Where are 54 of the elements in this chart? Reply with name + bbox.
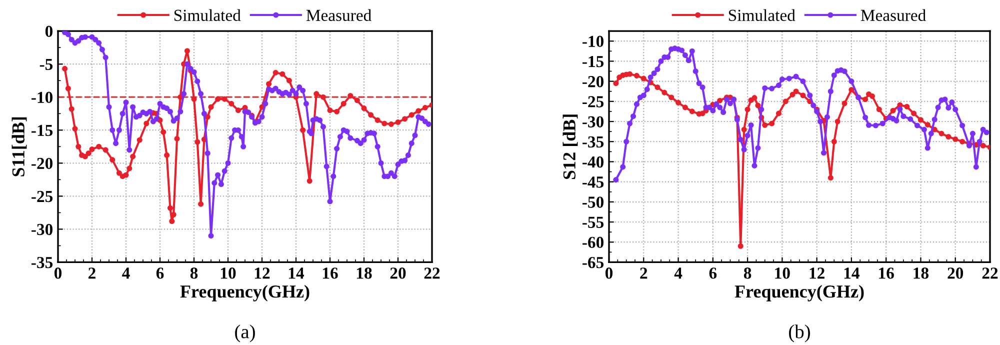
legend-label: Measured [306,9,372,21]
x-tick-label: 0 [54,268,62,279]
y-tick-label: -65 [582,256,604,268]
x-tick-label: 18 [914,268,929,279]
y-tick-label: -35 [32,256,53,268]
y-tick-label: -55 [582,216,604,228]
x-tick-label: 14 [844,268,860,279]
y-tick-label: -15 [582,56,604,68]
y-tick-label: -30 [32,224,53,236]
y-tick-label: -5 [40,58,53,70]
y-tick-label: -30 [582,116,604,128]
y-tick-label: -25 [32,190,53,202]
x-tick-label: 22 [982,268,998,279]
y-axis-title: S12 [dB] [562,114,578,180]
y-tick-label: -20 [32,158,53,170]
y-tick-label: -45 [582,176,604,188]
y-tick-label: -10 [582,36,604,48]
y-tick-label: -20 [582,76,604,88]
x-tick-label: 12 [810,268,824,279]
x-tick-label: 12 [255,268,270,279]
x-axis-title: Frequency(GHz) [180,284,310,302]
y-tick-label: -25 [582,96,604,108]
y-tick-label: -35 [582,136,604,148]
x-tick-label: 16 [323,268,338,279]
x-tick-label: 0 [605,268,613,279]
x-tick-label: 6 [156,268,164,279]
x-tick-label: 20 [948,268,964,279]
x-tick-label: 6 [709,268,717,279]
legend-label: Measured [860,9,926,21]
x-axis-title: Frequency(GHz) [734,284,864,302]
x-tick-label: 2 [88,268,96,279]
text: (b) [789,324,810,342]
x-tick-label: 2 [640,268,648,279]
legend-label: Simulated [174,9,241,21]
x-tick-label: 18 [357,268,372,279]
x-tick-label: 10 [221,268,236,279]
x-tick-label: 14 [289,268,304,279]
y-tick-label: -40 [582,156,604,168]
x-tick-label: 10 [775,268,790,279]
y-tick-label: -50 [582,196,604,208]
x-tick-label: 4 [122,268,130,279]
text: (a) [235,324,255,342]
x-tick-label: 22 [424,268,440,279]
x-tick-label: 8 [744,268,752,279]
y-tick-label: -60 [582,236,604,248]
y-tick-label: 0 [45,26,53,37]
x-tick-label: 20 [390,268,406,279]
legend-label: Simulated [728,9,796,21]
x-tick-label: 4 [674,268,682,279]
x-tick-label: 16 [879,268,894,279]
x-tick-label: 8 [190,268,198,279]
y-axis-title: S11[dB] [12,117,27,176]
y-tick-label: -10 [32,92,53,104]
y-tick-label: -15 [32,124,53,136]
